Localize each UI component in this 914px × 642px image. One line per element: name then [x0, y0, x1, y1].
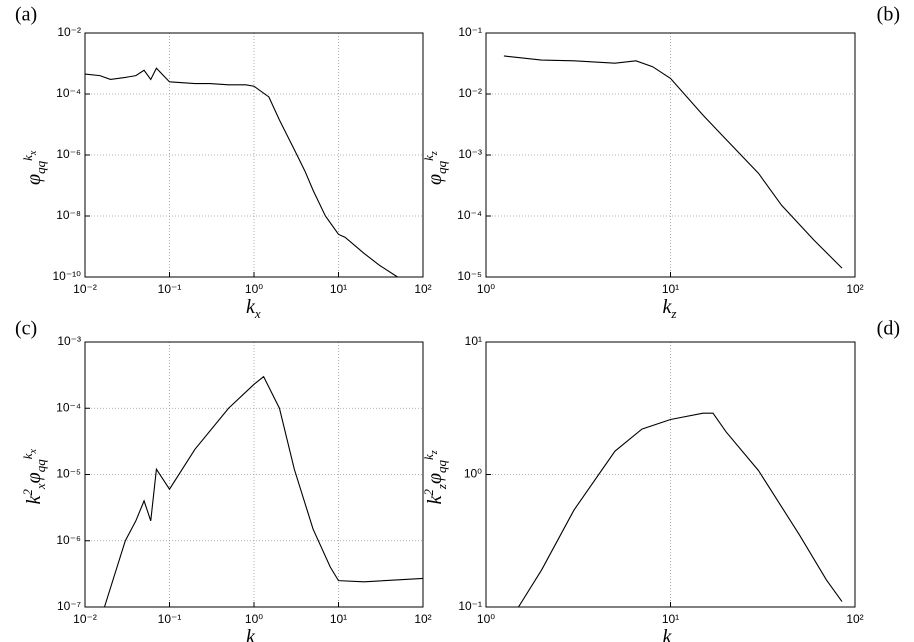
panel-label: (a) — [15, 4, 37, 26]
panel-label: (d) — [877, 318, 900, 340]
label-part: k — [246, 626, 256, 642]
y-axis-label: k2zφqqkz — [421, 450, 449, 504]
x-tick-label: 10² — [414, 612, 431, 626]
y-tick-label: 10⁻¹⁰ — [53, 269, 82, 283]
label-part: k — [663, 296, 673, 318]
y-tick-label: 10¹ — [465, 334, 482, 348]
label-part: k — [246, 296, 256, 318]
plot-frame — [84, 341, 424, 608]
x-axis-label: kx — [246, 626, 261, 642]
x-tick-label: 10¹ — [330, 612, 347, 626]
x-tick-label: 10⁻² — [73, 282, 97, 296]
y-axis-label: φqqkx — [20, 150, 48, 185]
label-part: k — [23, 495, 45, 505]
label-part: x — [254, 636, 261, 642]
plot-area — [486, 33, 855, 277]
x-tick-label: 10² — [846, 282, 863, 296]
label-part: k — [421, 155, 436, 161]
label-part: φ — [23, 472, 45, 483]
y-tick-label: 10⁻³ — [57, 334, 81, 348]
y-tick-label: 10⁻⁴ — [56, 86, 81, 100]
label-part: k — [424, 495, 446, 505]
label-part: k — [20, 155, 35, 161]
label-part: z — [670, 306, 676, 321]
x-axis-label: kz — [663, 296, 677, 321]
label-part: z — [670, 636, 676, 642]
label-part: x — [33, 483, 48, 490]
y-tick-label: 10⁻⁶ — [56, 533, 81, 547]
y-axis-label: φqqkz — [421, 151, 449, 185]
y-tick-label: 10⁻⁴ — [56, 400, 81, 414]
y-tick-label: 10⁻² — [57, 25, 81, 39]
panel-label: (c) — [15, 318, 37, 340]
data-line — [503, 55, 843, 269]
x-tick-label: 10⁻² — [73, 612, 97, 626]
y-tick-label: 10⁻⁷ — [57, 599, 81, 613]
data-line — [84, 67, 398, 278]
data-line — [103, 375, 424, 608]
label-part: k — [663, 626, 673, 642]
label-part: φ — [424, 174, 446, 185]
label-part: qq — [33, 459, 48, 473]
y-tick-label: 10⁻⁸ — [56, 208, 81, 222]
x-tick-label: 10⁰ — [245, 282, 263, 296]
label-part: k — [421, 454, 436, 460]
y-tick-label: 10⁻⁵ — [457, 269, 482, 283]
label-part: x — [28, 150, 39, 156]
x-tick-label: 10¹ — [662, 282, 679, 296]
x-tick-label: 10¹ — [662, 612, 679, 626]
panel-label: (b) — [877, 4, 900, 26]
x-tick-label: 10⁻¹ — [158, 612, 182, 626]
x-axis-label: kz — [663, 626, 677, 642]
plot-frame — [84, 32, 424, 278]
y-tick-label: 10⁻² — [458, 86, 482, 100]
y-tick-label: 10⁻¹ — [458, 25, 482, 39]
label-part: qq — [33, 160, 48, 174]
x-tick-label: 10⁰ — [477, 282, 495, 296]
label-part: 2 — [20, 489, 35, 496]
x-tick-label: 10¹ — [330, 282, 347, 296]
y-tick-label: 10⁰ — [464, 467, 482, 481]
x-tick-label: 10² — [414, 282, 431, 296]
label-part: x — [28, 448, 39, 454]
x-tick-label: 10⁰ — [245, 612, 263, 626]
x-tick-label: 10⁰ — [477, 612, 495, 626]
label-part: z — [429, 450, 440, 455]
label-part: φ — [23, 174, 45, 185]
label-part: z — [434, 484, 449, 490]
y-tick-label: 10⁻⁶ — [56, 147, 81, 161]
y-tick-label: 10⁻⁴ — [457, 208, 482, 222]
label-part: x — [254, 306, 261, 321]
label-part: qq — [434, 160, 449, 174]
label-part: z — [429, 151, 440, 156]
label-part: φ — [424, 473, 446, 484]
label-part: 2 — [421, 489, 436, 496]
plot-frame — [485, 32, 856, 278]
label-part: qq — [434, 459, 449, 473]
y-tick-label: 10⁻³ — [458, 147, 482, 161]
x-tick-label: 10² — [846, 612, 863, 626]
label-part: k — [20, 453, 35, 459]
plot-frame — [485, 341, 856, 608]
x-tick-label: 10⁻¹ — [158, 282, 182, 296]
x-axis-label: kx — [246, 296, 261, 321]
y-tick-label: 10⁻¹ — [458, 599, 482, 613]
y-axis-label: k2xφqqkx — [20, 448, 48, 504]
data-line — [518, 412, 843, 608]
y-tick-label: 10⁻⁵ — [56, 467, 81, 481]
